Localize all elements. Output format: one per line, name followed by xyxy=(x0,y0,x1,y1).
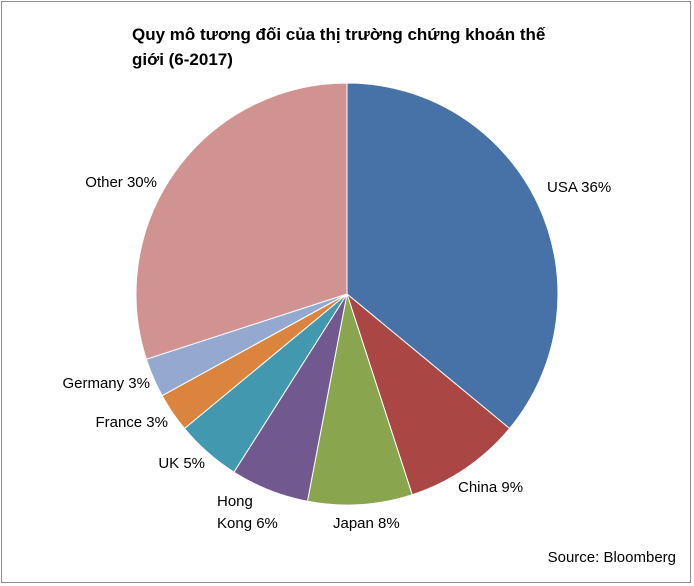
pie-slice-japan xyxy=(306,293,413,506)
slice-label-hong-kong: Hong Kong 6% xyxy=(217,493,278,532)
slice-label-china: China 9% xyxy=(458,479,523,496)
chart-title: Quy mô tương đối của thị trường chứng kh… xyxy=(132,25,546,69)
slice-label-france: France 3% xyxy=(95,414,168,431)
slice-label-other: Other 30% xyxy=(85,174,157,191)
pie-slice-china xyxy=(345,292,511,496)
slice-label-japan: Japan 8% xyxy=(333,515,400,532)
pie-slice-usa xyxy=(346,82,559,430)
source-note: Source: Bloomberg xyxy=(547,549,676,566)
slice-label-germany: Germany 3% xyxy=(62,375,150,392)
pie-slice-other xyxy=(135,82,348,360)
pie-labels: USA 36% China 9% Japan 8% Hong Kong 6% UK 5% F… xyxy=(62,174,611,532)
slice-label-usa: USA 36% xyxy=(547,179,611,196)
slice-label-uk: UK 5% xyxy=(158,455,205,472)
pie-slices xyxy=(135,82,559,506)
